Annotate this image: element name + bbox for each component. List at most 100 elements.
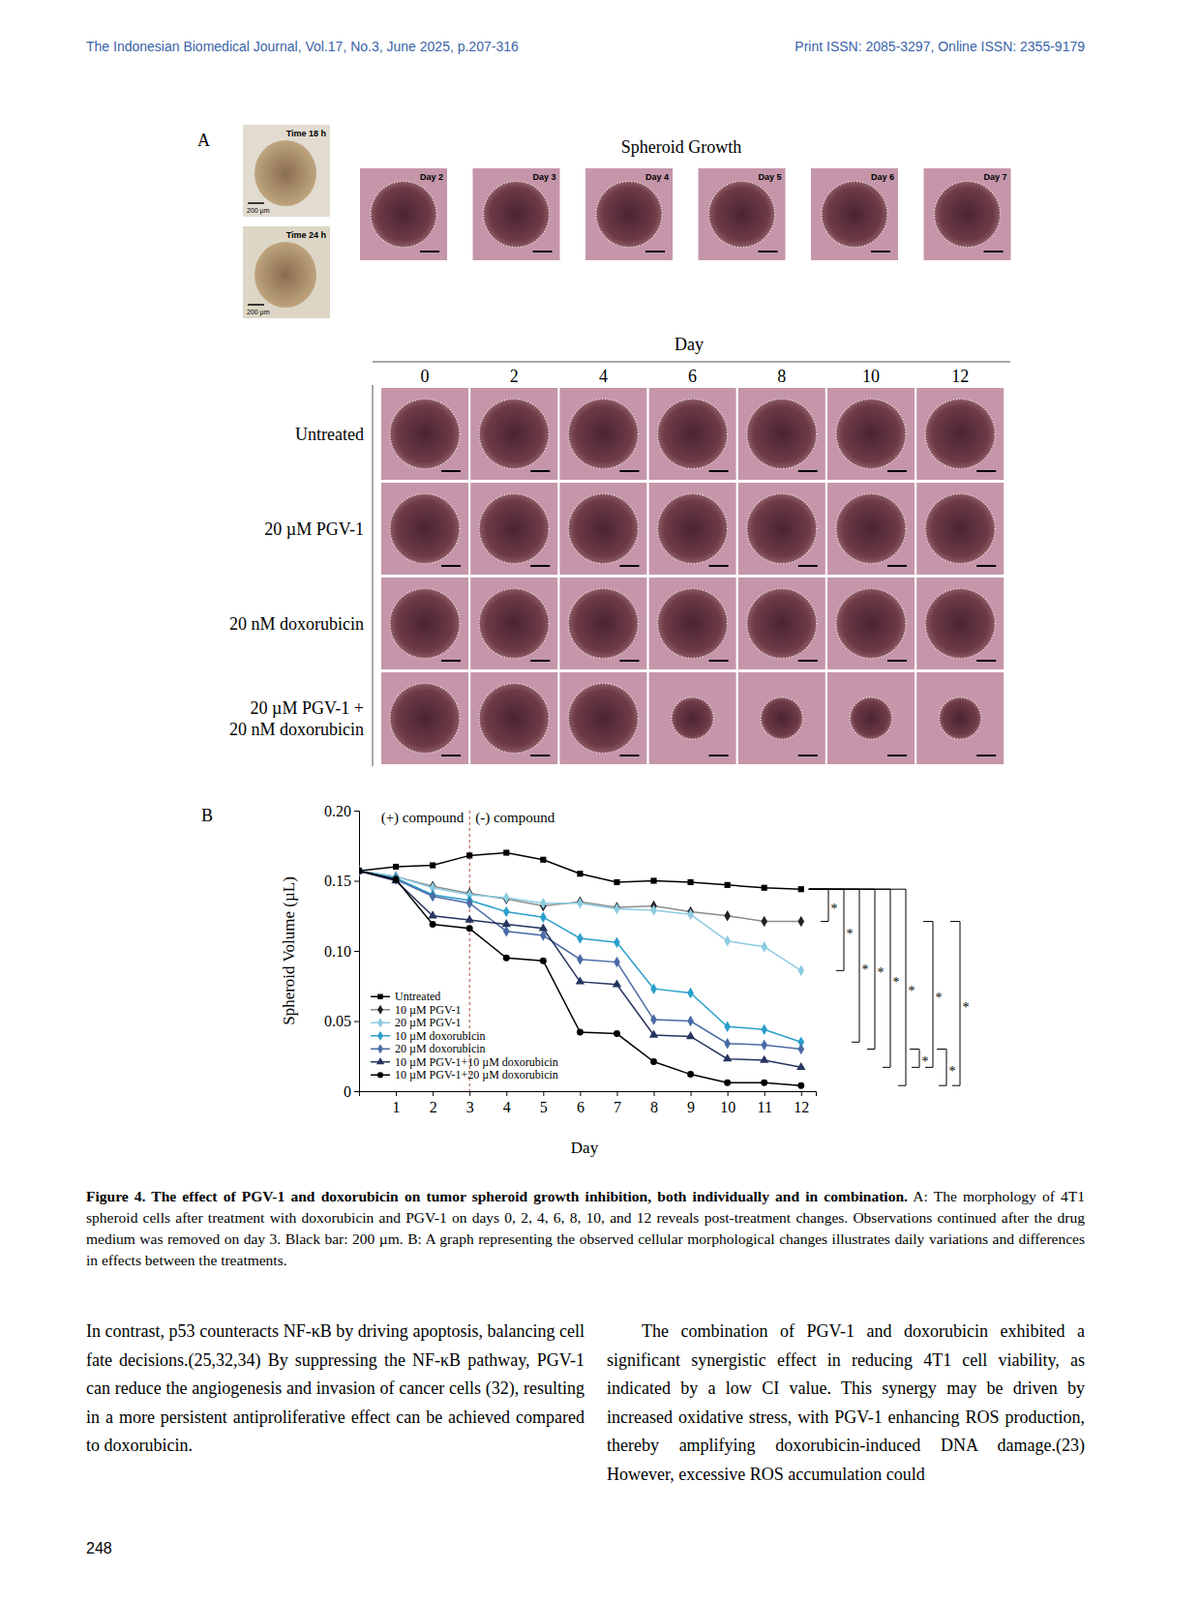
- series-marker: [540, 857, 546, 864]
- series-line: [359, 870, 802, 1050]
- spheroid-image: [827, 672, 915, 765]
- significance-label: *: [922, 1054, 930, 1070]
- y-tick: 0.05: [324, 1013, 360, 1030]
- series-marker: [503, 892, 510, 903]
- y-tick-mark: [354, 951, 360, 953]
- series-marker: [427, 910, 437, 919]
- y-tick-label: 0.05: [324, 1013, 352, 1030]
- image-label: Day 7: [983, 172, 1007, 182]
- series-marker: [613, 1030, 621, 1038]
- legend-label: Untreated: [394, 990, 441, 1004]
- y-tick-mark: [354, 1021, 360, 1023]
- y-tick-mark: [354, 881, 360, 883]
- x-tick: 2: [429, 1091, 438, 1116]
- series-marker: [503, 926, 510, 937]
- caption: Figure 4. The effect of PGV-1 and doxoru…: [86, 1186, 1085, 1272]
- x-tick-mark: [764, 1091, 766, 1097]
- grid-rule: [372, 361, 1011, 363]
- spheroid-image: [559, 482, 647, 575]
- significance-label: *: [877, 965, 885, 981]
- panel-label: A: [197, 130, 210, 150]
- series-marker: [613, 957, 621, 968]
- series-marker: [760, 1080, 768, 1087]
- spheroid-image: [381, 482, 469, 575]
- significance-bracket: [809, 889, 891, 1068]
- series-marker: [359, 866, 362, 877]
- series-marker: [429, 889, 437, 900]
- series-marker: [687, 909, 694, 921]
- series-line: [359, 870, 802, 971]
- x-tick-mark: [395, 1091, 397, 1097]
- series-marker: [650, 904, 658, 916]
- series-marker: [359, 868, 362, 874]
- x-tick: 11: [757, 1091, 773, 1116]
- series-marker: [797, 965, 805, 977]
- legend-label: 10 µM PGV-1+20 µM doxorubicin: [394, 1068, 559, 1082]
- series-marker: [797, 1044, 805, 1055]
- series-marker: [686, 1031, 695, 1040]
- growth-image: [810, 168, 899, 261]
- spheroid-image: [470, 388, 558, 480]
- significance-label: *: [831, 901, 839, 917]
- series-marker: [429, 862, 436, 869]
- series-marker: [576, 954, 584, 965]
- header-left: The Indonesian Biomedical Journal, Vol.1…: [86, 38, 519, 55]
- y-axis: 00.050.100.150.20: [324, 803, 360, 1101]
- x-tick-label: 2: [429, 1099, 438, 1116]
- series-marker: [576, 870, 583, 877]
- x-tick: 10: [720, 1091, 736, 1116]
- x-axis: 123456789101112: [360, 1091, 817, 1116]
- x-tick-label: 6: [576, 1099, 585, 1116]
- series-marker: [465, 915, 475, 924]
- x-tick: 7: [613, 1091, 622, 1116]
- significance-label: *: [949, 1064, 957, 1080]
- significance-label: *: [935, 990, 943, 1006]
- x-tick: 3: [466, 1091, 475, 1116]
- x-tick-mark: [432, 1091, 434, 1097]
- growth-image: [360, 168, 448, 261]
- spheroid-image: [827, 388, 915, 480]
- grid-day: 0: [420, 366, 430, 387]
- image-label: Time 24 h: [286, 230, 327, 240]
- spheroid-image: [470, 482, 558, 575]
- x-axis-title: Day: [570, 1139, 600, 1158]
- grid-day: 8: [777, 366, 786, 387]
- series-marker: [687, 1071, 694, 1079]
- grid-axis-title: Day: [674, 334, 704, 355]
- series-line: [359, 870, 802, 922]
- grid-day: 2: [510, 366, 519, 387]
- series-marker: [392, 873, 400, 885]
- series-marker: [503, 849, 510, 856]
- series-marker: [539, 923, 548, 931]
- significance-label: *: [846, 927, 854, 942]
- series-marker: [612, 979, 622, 988]
- legend: Untreated10 µM PGV-120 µM PGV-110 µM dox…: [370, 990, 559, 1082]
- series-marker: [503, 894, 510, 905]
- growth-image: [924, 168, 1012, 261]
- x-tick-label: 12: [793, 1099, 810, 1116]
- x-tick-mark: [469, 1091, 471, 1097]
- series-marker: [392, 872, 400, 884]
- series-marker: [466, 888, 474, 900]
- x-tick-mark: [506, 1091, 508, 1097]
- spheroid-image: [649, 388, 737, 480]
- spheroid-image: [738, 388, 826, 480]
- y-axis-line: [354, 811, 360, 1093]
- series-marker: [760, 1023, 768, 1035]
- series-marker: [466, 898, 474, 909]
- growth-image: [698, 168, 786, 261]
- series-marker: [466, 889, 474, 900]
- series-marker: [502, 919, 511, 928]
- legend-item: 10 µM doxorubicin: [370, 1029, 486, 1044]
- spheroid-image: [827, 482, 915, 575]
- plot-area: [359, 849, 806, 1089]
- significance-bracket: [809, 889, 906, 1086]
- series-marker: [650, 877, 657, 884]
- row-label: Untreated: [295, 424, 364, 445]
- x-tick: 5: [540, 1091, 548, 1116]
- series-marker: [650, 1058, 658, 1066]
- spheroid-image: [470, 672, 558, 765]
- significance-label: *: [862, 962, 870, 978]
- series-marker: [429, 882, 437, 894]
- series-marker: [723, 1021, 731, 1033]
